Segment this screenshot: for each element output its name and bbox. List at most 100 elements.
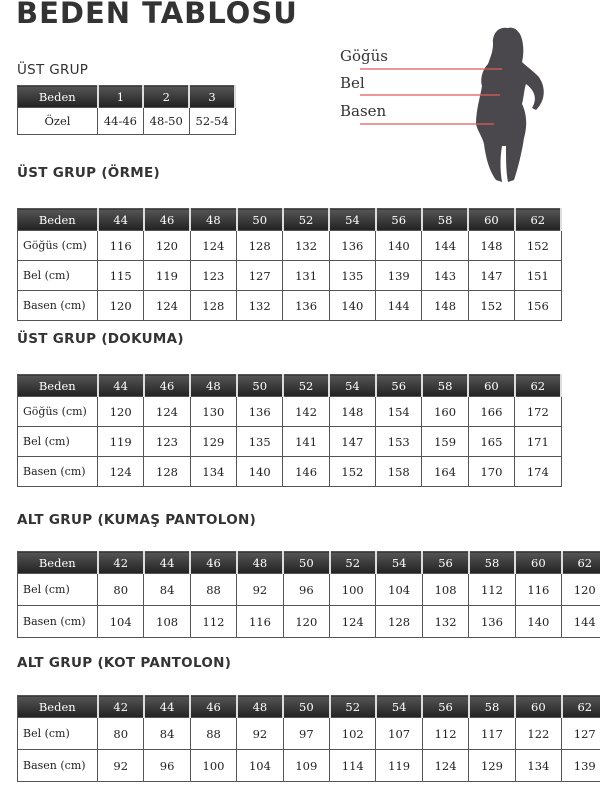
table-row: Basen (cm) 124 128 134 140 146 152 158 164 170 174 (17, 456, 562, 487)
measurement-cell: 136 (328, 230, 377, 261)
header-row: Beden 1 2 3 (17, 85, 236, 108)
header-row: Beden 44 46 48 50 52 54 56 58 60 62 (17, 374, 563, 397)
measurement-cell: 171 (514, 426, 562, 457)
measurement-cell: 144 (421, 230, 469, 261)
measurement-cell: 92 (236, 717, 284, 750)
measurement-cell: 107 (375, 717, 423, 750)
size-header-cell: 46 (189, 551, 238, 574)
size-header-cell: 52 (329, 695, 377, 718)
size-header-cell: 58 (468, 695, 517, 718)
size-header-cell: 44 (143, 551, 192, 574)
measurement-cell: 128 (189, 290, 238, 321)
measurement-cell: 84 (143, 573, 191, 606)
size-header-label: Beden (17, 551, 99, 574)
row-label: Basen (cm) (17, 456, 98, 487)
measurement-cell: 136 (468, 605, 516, 638)
row-label: Bel (cm) (17, 426, 98, 457)
measurement-cell: 92 (236, 573, 284, 606)
measurement-cell: 124 (96, 456, 145, 487)
size-header-cell: 48 (189, 208, 238, 231)
measurement-cell: 100 (329, 573, 377, 606)
table-row: Bel (cm) 80 84 88 92 97 102 107 112 117 122 127 (17, 717, 600, 750)
measurement-cell: 140 (375, 230, 423, 261)
table-row: Özel 44-46 48-50 52-54 (17, 107, 236, 135)
measurement-cell: 96 (143, 749, 191, 782)
size-header-cell: 52 (282, 374, 331, 397)
measurement-cell: 120 (96, 396, 145, 427)
dokuma-heading: ÜST GRUP (DOKUMA) (17, 331, 184, 347)
measurement-cell: 96 (282, 573, 331, 606)
measurement-cell: 142 (282, 396, 330, 427)
measurement-cell: 112 (421, 717, 470, 750)
measurement-cell: 119 (96, 426, 145, 457)
measurement-cell: 131 (282, 260, 330, 291)
measurement-cell: 116 (514, 573, 563, 606)
measurement-cell: 128 (375, 605, 423, 638)
kumas-pantolon-heading: ALT GRUP (KUMAŞ PANTOLON) (17, 512, 257, 528)
measurement-cell: 128 (143, 456, 191, 487)
measurement-cell: 52-54 (188, 107, 236, 135)
size-header-cell: 62 (514, 208, 563, 231)
row-label: Basen (cm) (17, 605, 98, 638)
measurement-cell: 115 (96, 260, 145, 291)
size-header-cell: 48 (236, 695, 285, 718)
measurement-cell: 147 (467, 260, 516, 291)
measurement-cell: 144 (561, 605, 600, 638)
measurement-cell: 144 (375, 290, 423, 321)
measurement-cell: 140 (328, 290, 377, 321)
measurement-cell: 104 (375, 573, 423, 606)
measurement-cell: 123 (189, 260, 238, 291)
measurement-cell: 104 (236, 749, 284, 782)
header-row: Beden 44 46 48 50 52 54 56 58 60 62 (17, 208, 563, 231)
table-row: Bel (cm) 115 119 123 127 131 135 139 143 147 151 (17, 260, 562, 291)
size-header-cell: 60 (467, 374, 516, 397)
measurement-cell: 139 (561, 749, 600, 782)
row-label: Göğüs (cm) (17, 230, 98, 261)
measurement-cell: 123 (143, 426, 191, 457)
size-header-cell: 44 (143, 695, 192, 718)
measurement-cell: 151 (514, 260, 562, 291)
table-row: Bel (cm) 80 84 88 92 96 100 104 108 112 116 120 (17, 573, 600, 606)
table-row: Basen (cm) 92 96 100 104 109 114 119 124 129 134 13… (17, 749, 600, 782)
size-header-cell: 50 (282, 695, 331, 718)
row-label: Göğüs (cm) (17, 396, 98, 427)
size-header-label: Beden (17, 208, 99, 231)
measurement-cell: 80 (96, 573, 145, 606)
table-row: Basen (cm) 104 108 112 116 120 124 128 132 136 140… (17, 605, 600, 638)
measurement-cell: 44-46 (97, 107, 144, 135)
measurement-cell: 80 (96, 717, 145, 750)
measurement-cell: 109 (282, 749, 331, 782)
measurement-cell: 108 (421, 573, 470, 606)
size-header-cell: 56 (375, 208, 423, 231)
size-header-cell: 50 (236, 208, 284, 231)
measurement-cell: 135 (236, 426, 284, 457)
measurement-cell: 143 (421, 260, 469, 291)
dokuma-size-table: Beden 44 46 48 50 52 54 56 58 60 62 Göğüs (cm) 120 12… (17, 374, 563, 487)
measurement-cell: 165 (467, 426, 516, 457)
measurement-cell: 124 (143, 290, 191, 321)
size-header-cell: 52 (329, 551, 377, 574)
row-label: Basen (cm) (17, 749, 98, 782)
size-header-cell: 58 (421, 208, 470, 231)
measurement-cell: 160 (421, 396, 469, 427)
size-header-cell: 60 (514, 695, 563, 718)
row-label: Bel (cm) (17, 573, 98, 606)
size-header-cell: 48 (189, 374, 238, 397)
measurement-cell: 116 (236, 605, 284, 638)
measurement-cell: 119 (375, 749, 423, 782)
measurement-cell: 124 (143, 396, 191, 427)
measurement-cell: 135 (328, 260, 377, 291)
measurement-cell: 128 (236, 230, 284, 261)
measurement-cell: 104 (96, 605, 145, 638)
kot-pantolon-heading: ALT GRUP (KOT PANTOLON) (17, 655, 232, 671)
measurement-cell: 154 (375, 396, 423, 427)
measurement-cell: 148 (467, 230, 516, 261)
measurement-cell: 124 (189, 230, 238, 261)
size-header-cell: 50 (236, 374, 284, 397)
measurement-cell: 172 (514, 396, 562, 427)
ust-grup-table: Beden 1 2 3 Özel 44-46 48-50 52-54 (17, 85, 236, 135)
measurement-cell: 119 (143, 260, 191, 291)
measurement-cell: 152 (328, 456, 377, 487)
size-header-cell: 42 (96, 551, 145, 574)
size-header-cell: 60 (514, 551, 563, 574)
